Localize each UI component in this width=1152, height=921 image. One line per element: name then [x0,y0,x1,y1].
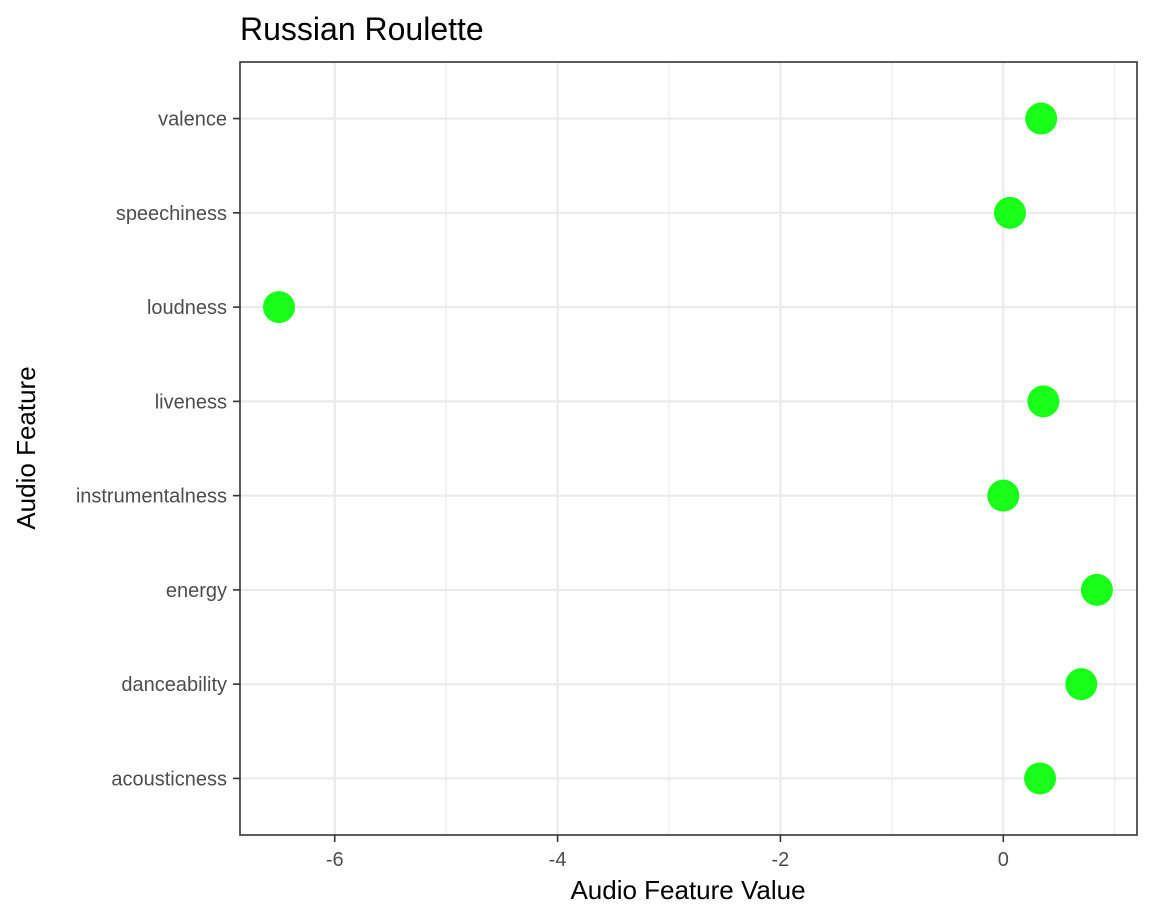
point-energy [1080,573,1113,606]
x-tick-label-1: -4 [549,849,567,871]
x-tick-label-3: 0 [998,849,1009,871]
y-tick-label-valence: valence [158,109,227,131]
y-tick-label-danceability: danceability [121,674,227,696]
point-acousticness [1024,762,1057,795]
grid [240,62,1137,835]
panel-border [239,61,1138,836]
point-danceability [1065,668,1098,701]
x-tick-label-0: -6 [326,849,344,871]
y-tick-label-loudness: loudness [147,297,227,319]
point-instrumentalness [987,479,1020,512]
y-tick-label-instrumentalness: instrumentalness [76,486,227,508]
chart-title: Russian Roulette [240,11,484,47]
y-axis-title: Audio Feature [11,366,41,529]
y-tick-label-speechiness: speechiness [116,203,227,225]
x-axis-title: Audio Feature Value [570,875,805,905]
ticks: -6 -4 -2 0 acousticness danceability energy ins… [76,109,1009,871]
points [263,102,1113,795]
y-tick-label-energy: energy [166,580,227,602]
point-loudness [263,291,295,324]
point-speechiness [993,196,1026,229]
y-tick-label-liveness: liveness [155,391,227,413]
point-valence [1025,102,1058,135]
point-liveness [1027,385,1060,418]
x-tick-label-2: -2 [772,849,790,871]
y-tick-label-acousticness: acousticness [111,768,227,790]
